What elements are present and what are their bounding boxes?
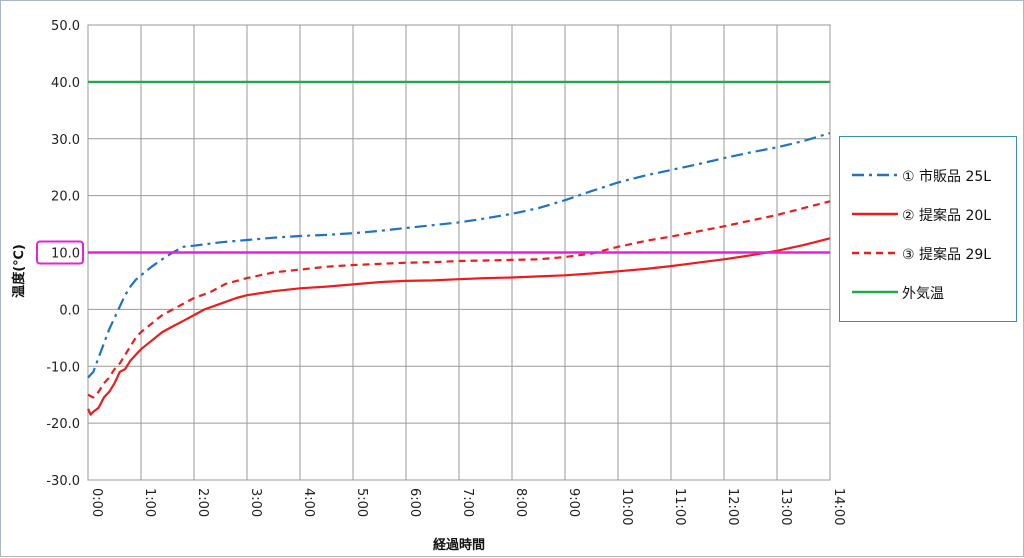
x-tick-label: 5:00 (354, 488, 369, 517)
x-tick-label: 9:00 (566, 488, 581, 517)
y-tick-label: 0.0 (59, 303, 80, 318)
legend-label: ② 提案品 20L (902, 208, 992, 224)
legend-item: ② 提案品 20L (840, 204, 1018, 224)
legend-swatch (852, 173, 898, 177)
y-tick-label: 10.0 (51, 247, 80, 262)
x-tick-label: 8:00 (513, 488, 528, 517)
y-axis-title: 温度(℃) (11, 244, 27, 298)
x-tick-label: 6:00 (407, 488, 422, 517)
legend: ① 市販品 25L ② 提案品 20L ③ 提案品 29L 外気温 (839, 136, 1017, 322)
y-tick-label: -30.0 (46, 474, 80, 489)
y-tick-label: -10.0 (46, 360, 80, 375)
tick-labels: -30.0 -20.0 -10.0 0.0 10.0 20.0 30.0 40.0 50.0 0:… (46, 19, 846, 525)
x-axis-title: 経過時間 (433, 537, 485, 553)
x-tick-label: 12:00 (725, 488, 740, 525)
x-tick-label: 7:00 (460, 488, 475, 517)
x-tick-label: 10:00 (619, 488, 634, 525)
y-tick-label: 30.0 (51, 133, 80, 148)
x-tick-label: 0:00 (89, 488, 104, 517)
series-line (87, 200, 831, 399)
legend-item: ① 市販品 25L (840, 165, 1018, 185)
legend-label: ① 市販品 25L (902, 169, 992, 185)
legend-swatch (852, 290, 898, 294)
series-lines (87, 80, 831, 416)
legend-label: 外気温 (902, 286, 944, 302)
reference-line (36, 240, 830, 265)
x-tick-label: 14:00 (831, 488, 846, 525)
series-line (87, 132, 831, 379)
x-tick-label: 2:00 (195, 488, 210, 517)
y-tick-label: -20.0 (46, 417, 80, 432)
series-line (87, 237, 831, 416)
legend-label: ③ 提案品 29L (902, 247, 992, 263)
reference-label-box (36, 240, 84, 265)
legend-swatch (852, 212, 898, 216)
y-tick-label: 40.0 (51, 76, 80, 91)
x-tick-label: 3:00 (248, 488, 263, 517)
y-tick-label: 50.0 (51, 19, 80, 34)
legend-item: 外気温 (840, 282, 1018, 302)
x-tick-label: 4:00 (301, 488, 316, 517)
x-tick-label: 11:00 (672, 488, 687, 525)
x-tick-label: 1:00 (142, 488, 157, 517)
y-tick-label: 20.0 (51, 190, 80, 205)
legend-item: ③ 提案品 29L (840, 243, 1018, 263)
legend-swatch (852, 251, 898, 255)
x-tick-label: 13:00 (778, 488, 793, 525)
